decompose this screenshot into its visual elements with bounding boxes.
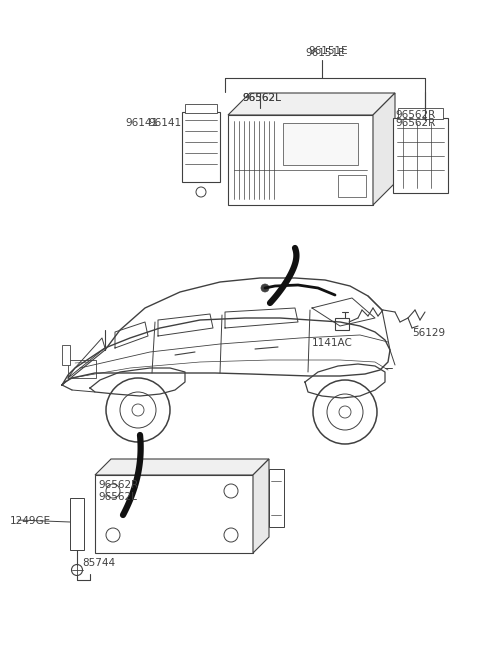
- Text: 96562R: 96562R: [395, 110, 435, 120]
- FancyBboxPatch shape: [338, 175, 366, 197]
- Text: 96562R: 96562R: [98, 480, 138, 490]
- Text: 96151E: 96151E: [305, 48, 345, 58]
- Text: 96141: 96141: [125, 118, 158, 128]
- Polygon shape: [228, 93, 395, 115]
- Text: 96562L: 96562L: [242, 93, 281, 103]
- FancyBboxPatch shape: [398, 108, 443, 119]
- FancyBboxPatch shape: [182, 112, 220, 182]
- FancyBboxPatch shape: [68, 360, 96, 378]
- Text: 1141AC: 1141AC: [312, 338, 353, 348]
- Polygon shape: [253, 459, 269, 553]
- Text: 96151E: 96151E: [308, 46, 348, 56]
- Polygon shape: [373, 93, 395, 205]
- Text: 96562R: 96562R: [395, 118, 435, 128]
- FancyBboxPatch shape: [283, 123, 358, 165]
- FancyBboxPatch shape: [62, 345, 70, 365]
- FancyBboxPatch shape: [95, 475, 253, 553]
- Text: 96562L: 96562L: [242, 93, 281, 103]
- FancyBboxPatch shape: [70, 498, 84, 550]
- Circle shape: [261, 284, 269, 292]
- Text: 96141: 96141: [148, 118, 181, 128]
- FancyBboxPatch shape: [185, 104, 217, 113]
- Text: 56129: 56129: [412, 328, 445, 338]
- FancyBboxPatch shape: [269, 469, 284, 527]
- FancyBboxPatch shape: [228, 115, 373, 205]
- FancyBboxPatch shape: [393, 118, 448, 193]
- Text: 96562L: 96562L: [98, 492, 137, 502]
- Text: 1249GE: 1249GE: [10, 516, 51, 526]
- Polygon shape: [95, 459, 269, 475]
- Text: 85744: 85744: [82, 558, 115, 568]
- FancyBboxPatch shape: [335, 318, 349, 330]
